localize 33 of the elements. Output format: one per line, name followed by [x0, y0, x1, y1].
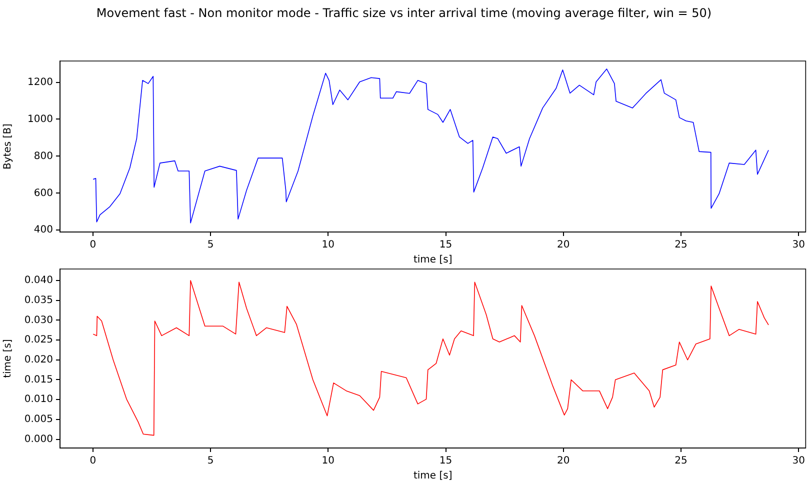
- y-tick-label: 0.015: [24, 374, 53, 386]
- x-tick-label: 20: [557, 240, 570, 251]
- x-tick-label: 15: [439, 456, 452, 467]
- chart-title: Movement fast - Non monitor mode - Traffic size vs inter arrival time (moving average filter, win = 50): [95, 6, 713, 20]
- x-axis-title: time [s]: [413, 254, 452, 266]
- x-tick-label: 15: [439, 240, 452, 251]
- x-tick-label: 5: [207, 240, 214, 251]
- y-tick-label: 0.025: [24, 334, 53, 346]
- y-tick-label: 0.035: [24, 294, 53, 306]
- x-tick-label: 5: [207, 456, 214, 467]
- y-axis-title: Bytes [B]: [2, 123, 14, 170]
- y-tick-label: 600: [34, 188, 53, 199]
- x-tick-label: 10: [322, 240, 335, 251]
- y-axis-title: time [s]: [2, 339, 14, 378]
- x-axis-title: time [s]: [413, 470, 452, 482]
- x-tick-label: 20: [557, 456, 570, 467]
- x-tick-label: 10: [322, 456, 335, 467]
- x-tick-label: 0: [90, 456, 96, 467]
- x-tick-label: 30: [792, 240, 805, 251]
- x-tick-label: 30: [792, 456, 805, 467]
- x-tick-label: 0: [90, 240, 96, 251]
- y-tick-label: 0.010: [24, 394, 53, 406]
- x-tick-label: 25: [674, 456, 688, 467]
- y-tick-label: 0.030: [24, 314, 53, 326]
- y-tick-label: 0.000: [24, 434, 53, 445]
- y-tick-label: 400: [34, 224, 53, 236]
- y-tick-label: 0.040: [24, 275, 53, 286]
- y-tick-label: 1000: [28, 114, 53, 125]
- y-tick-label: 800: [34, 150, 53, 162]
- y-tick-label: 0.020: [24, 354, 53, 366]
- y-tick-label: 1200: [28, 76, 53, 88]
- x-tick-label: 25: [674, 240, 688, 251]
- y-tick-label: 0.005: [24, 414, 53, 426]
